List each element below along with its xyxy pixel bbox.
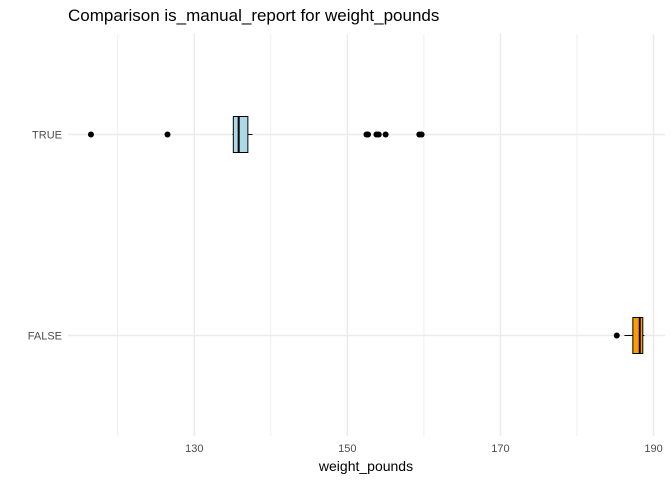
box-iqr (232, 116, 249, 153)
outlier-point (87, 131, 94, 138)
outlier-point (418, 131, 425, 138)
box-iqr (632, 317, 644, 354)
outlier-point (375, 131, 382, 138)
x-tick-label: 190 (644, 443, 662, 455)
x-axis-label: weight_pounds (318, 458, 413, 474)
outlier-point (613, 332, 620, 339)
plot-marks (87, 116, 645, 354)
outlier-point (365, 131, 372, 138)
x-tick-label: 170 (491, 443, 509, 455)
outlier-point (382, 131, 389, 138)
y-tick-label: TRUE (32, 130, 62, 142)
x-tick-label: 130 (185, 443, 203, 455)
y-tick-label: FALSE (28, 331, 62, 343)
axes: 130 150 170 190 FALSE TRUE (28, 130, 663, 456)
box-true (87, 116, 425, 153)
box-false (613, 317, 645, 354)
outlier-point (164, 131, 171, 138)
chart-title: Comparison is_manual_report for weight_p… (68, 6, 439, 25)
grid (68, 34, 665, 436)
x-tick-label: 150 (338, 443, 356, 455)
